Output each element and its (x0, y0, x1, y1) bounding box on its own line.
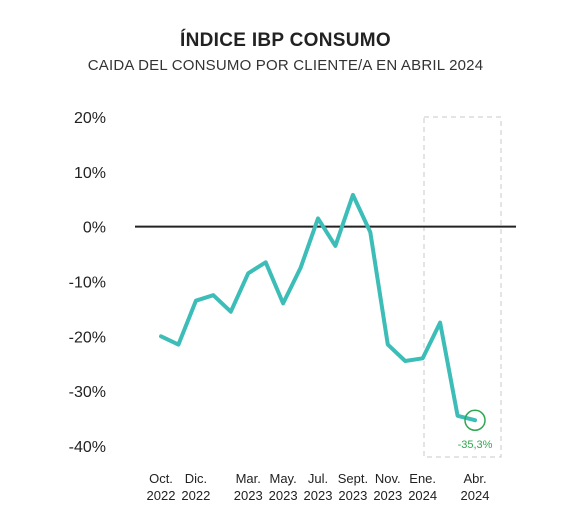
y-tick-label: -10% (69, 275, 106, 292)
x-tick-year: 2023 (234, 488, 263, 503)
highlight-box (423, 116, 502, 458)
x-tick-month: Nov. (375, 471, 401, 486)
x-tick-year: 2023 (304, 488, 333, 503)
x-tick-month: Mar. (236, 471, 261, 486)
x-tick-year: 2023 (269, 488, 298, 503)
x-tick-month: Abr. (463, 471, 486, 486)
highlight-marker (464, 409, 486, 431)
x-tick-year: 2023 (338, 488, 367, 503)
chart-subtitle: CAIDA DEL CONSUMO POR CLIENTE/A EN ABRIL… (87, 57, 484, 74)
y-tick-label: 20% (74, 110, 106, 127)
series-line (159, 192, 477, 423)
x-tick-month: Ene. (409, 471, 436, 486)
x-tick-month: Oct. (149, 471, 173, 486)
x-tick-year: 2022 (181, 488, 210, 503)
x-tick-year: 2022 (147, 488, 176, 503)
x-tick-year: 2024 (408, 488, 437, 503)
chart-title: ÍNDICE IBP CONSUMO (180, 30, 391, 51)
y-tick-label: -30% (69, 384, 106, 401)
x-tick-month: Sept. (338, 471, 368, 486)
x-tick-month: May. (270, 471, 297, 486)
y-tick-label: 10% (74, 165, 106, 182)
y-tick-label: -20% (69, 329, 106, 346)
x-tick-month: Dic. (185, 471, 207, 486)
highlight-label: -35,3% (458, 439, 493, 451)
x-tick-month: Jul. (308, 471, 328, 486)
chart-titles: ÍNDICE IBP CONSUMO CAIDA DEL CONSUMO POR… (0, 30, 571, 74)
x-tick-year: 2024 (461, 488, 490, 503)
x-tick-year: 2023 (373, 488, 402, 503)
y-tick-label: 0% (83, 220, 106, 237)
y-tick-label: -40% (69, 439, 106, 456)
